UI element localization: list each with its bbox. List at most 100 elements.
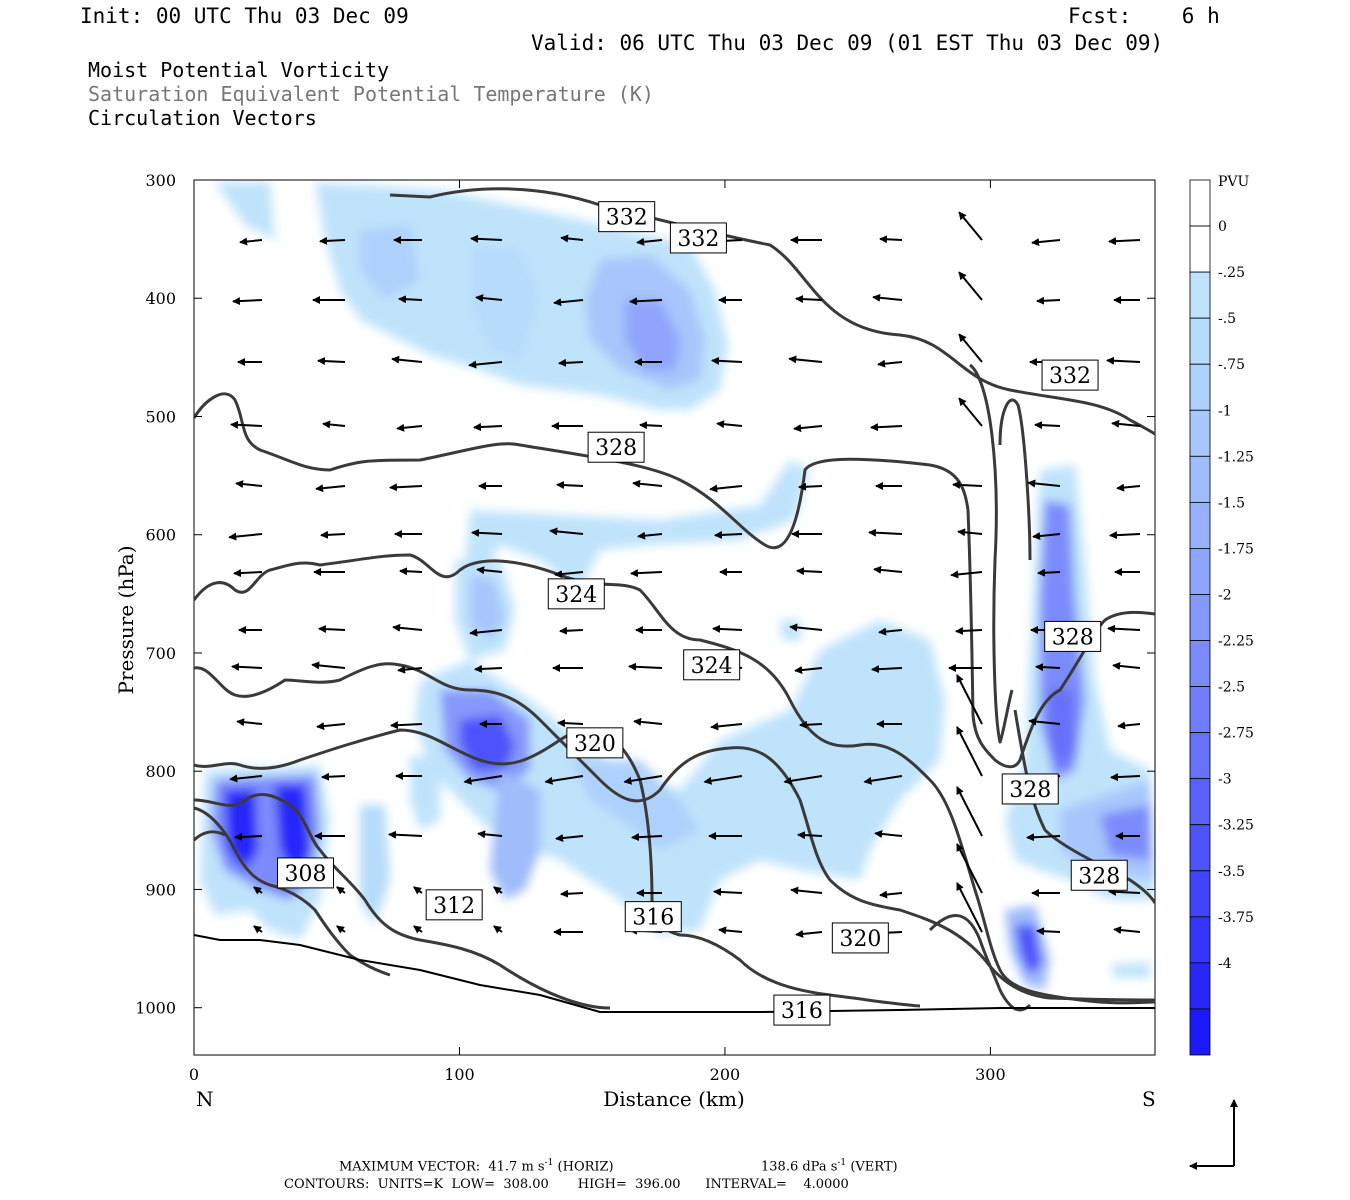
pv-region-left-core-a — [225, 790, 258, 870]
circulation-vector — [473, 423, 503, 432]
colorbar-label: 0 — [1218, 219, 1227, 235]
circulation-vector — [231, 662, 263, 671]
colorbar-label: -.25 — [1218, 265, 1245, 281]
y-tick-label: 900 — [145, 880, 176, 899]
circulation-vector — [229, 774, 263, 783]
circulation-vector — [560, 889, 584, 898]
circulation-vector — [709, 484, 743, 493]
circulation-vector — [711, 356, 743, 365]
colorbar-label: -.5 — [1218, 311, 1236, 327]
contour-label-text: 312 — [433, 894, 475, 919]
contour-324 — [194, 553, 1155, 1005]
pv-shading — [200, 182, 1155, 990]
reference-vector — [1189, 1099, 1238, 1170]
circulation-vector — [1108, 237, 1141, 246]
circulation-vector — [1116, 483, 1141, 492]
circulation-vector — [958, 271, 983, 301]
circulation-vector — [863, 775, 903, 785]
circulation-vector — [388, 830, 423, 839]
circulation-vector — [872, 293, 903, 302]
title-theta-es: Saturation Equivalent Potential Temperat… — [88, 82, 654, 106]
contour-label: 308 — [276, 857, 334, 889]
circulation-vector — [253, 925, 263, 934]
contour-label-text: 332 — [677, 227, 719, 252]
circulation-vector — [799, 720, 823, 729]
y-axis-label: Pressure (hPa) — [114, 546, 138, 695]
pv-region-left-stripe-a — [360, 805, 390, 925]
contour-label-text: 328 — [1009, 778, 1051, 803]
circulation-vector — [793, 424, 823, 433]
contour-label-text: 332 — [606, 206, 648, 231]
circulation-vector — [1113, 926, 1141, 935]
circulation-vector — [399, 567, 423, 576]
y-axis: 300 400 500 600 700 800 900 1000 — [135, 171, 1155, 1018]
circulation-vector — [1107, 624, 1141, 633]
circulation-vector — [413, 886, 423, 895]
circulation-vector — [396, 423, 423, 432]
vert-superscript: -1 — [837, 1158, 847, 1168]
circulation-vector — [871, 665, 903, 674]
colorbar-label: -2.75 — [1218, 726, 1254, 742]
circulation-vector — [870, 423, 903, 432]
circulation-vector — [788, 355, 823, 364]
circulation-vector — [336, 925, 346, 934]
colorbar-label: -2 — [1218, 587, 1232, 603]
circulation-vector — [874, 830, 903, 838]
circulation-vector — [716, 420, 743, 429]
circulation-vector — [1109, 531, 1141, 540]
circulation-vector — [1111, 419, 1141, 428]
contour-label-text: 320 — [839, 927, 881, 952]
y-tick-label: 300 — [145, 171, 176, 190]
colorbar-label: -3.75 — [1218, 910, 1254, 926]
contour-label: 324 — [547, 578, 605, 610]
circulation-vector — [703, 775, 743, 785]
contour-label-text: 316 — [781, 999, 823, 1024]
vert-vector-text: 138.6 dPa s-1 (VERT) — [761, 1158, 898, 1174]
contour-label: 328 — [1070, 859, 1128, 891]
colorbar-swatch — [1189, 686, 1211, 734]
circulation-vector — [317, 357, 346, 366]
circulation-vector — [556, 481, 584, 490]
contour-label-box — [1070, 859, 1128, 891]
colorbar-swatch — [1189, 271, 1211, 319]
colorbar-label: -2.5 — [1218, 680, 1245, 696]
circulation-vector — [955, 626, 983, 635]
max-vector-text: MAXIMUM VECTOR: 41.7 m s-1 (HORIZ) — [339, 1158, 614, 1174]
colorbar-swatch — [1189, 363, 1211, 411]
contour-320 — [194, 662, 1155, 1002]
circulation-vector — [794, 666, 823, 674]
circulation-vector — [639, 421, 663, 430]
circulation-vector — [636, 237, 663, 246]
pv-region-left-stripe-b — [410, 755, 440, 830]
contour-label-box — [683, 649, 741, 681]
circulation-vector — [469, 628, 503, 637]
circulation-vector — [398, 295, 423, 304]
circulation-vector — [320, 530, 346, 539]
contour-label: 328 — [1001, 773, 1059, 805]
y-tick-label: 600 — [145, 526, 176, 545]
circulation-vector — [789, 623, 823, 632]
colorbar-swatch — [1189, 870, 1211, 918]
init-time: Init: 00 UTC Thu 03 Dec 09 — [80, 4, 409, 28]
circulation-vector — [1037, 568, 1061, 577]
circulation-vector — [783, 775, 823, 785]
contour-312 — [194, 793, 611, 1010]
colorbar-swatch — [1189, 824, 1211, 872]
circulation-vector — [877, 359, 903, 368]
circulation-vector — [557, 719, 584, 728]
contour-label-text: 308 — [284, 862, 326, 887]
circulation-vector — [633, 717, 663, 726]
circulation-vector — [549, 527, 584, 536]
x-axis-label: Distance (km) — [603, 1087, 745, 1111]
colorbar-label: -3.5 — [1218, 864, 1245, 880]
circulation-vector — [413, 925, 423, 934]
circulation-vector — [637, 531, 663, 540]
contour-label: 316 — [773, 994, 831, 1026]
circulation-vector — [1112, 662, 1141, 670]
circulation-vector — [713, 887, 743, 896]
contour-308-b — [194, 830, 226, 842]
pv-region-small-right — [780, 620, 802, 640]
contour-label-box — [1041, 359, 1099, 391]
contour-label-box — [773, 994, 831, 1026]
circulation-vector — [239, 237, 263, 246]
